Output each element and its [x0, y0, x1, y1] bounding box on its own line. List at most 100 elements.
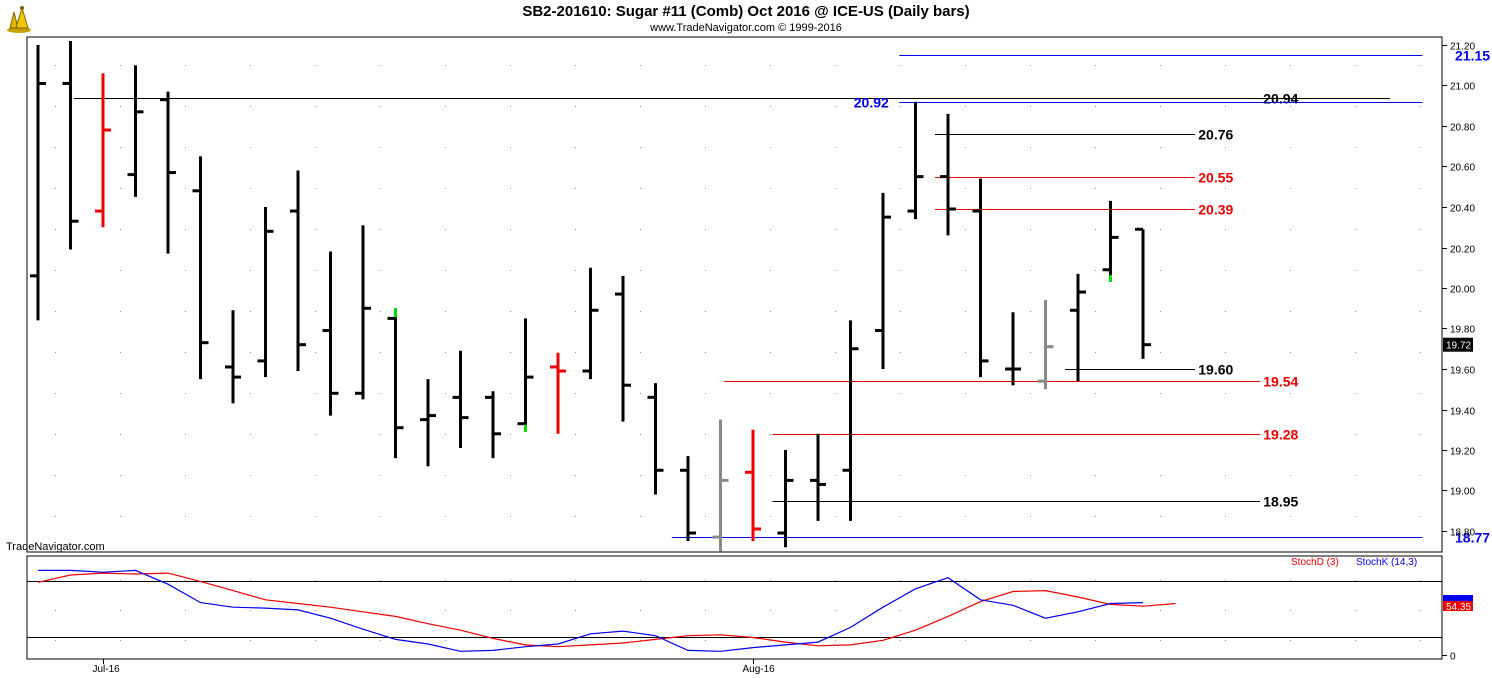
- grid-dot: [1355, 229, 1356, 230]
- grid-dot: [1420, 475, 1421, 476]
- grid-dot: [770, 475, 771, 476]
- grid-dot: [705, 65, 706, 66]
- grid-dot: [1420, 580, 1421, 581]
- grid-dot: [835, 229, 836, 230]
- stoch-legend-entry: StochD (3): [1291, 557, 1339, 568]
- grid-dot: [1225, 475, 1226, 476]
- grid-dot: [1160, 352, 1161, 353]
- grid-dot: [380, 393, 381, 394]
- grid-dot: [55, 352, 56, 353]
- grid-dot: [380, 434, 381, 435]
- grid-dot: [250, 147, 251, 148]
- grid-dot: [1355, 393, 1356, 394]
- grid-dot: [705, 393, 706, 394]
- grid-dot: [965, 393, 966, 394]
- grid-dot: [1420, 352, 1421, 353]
- grid-dot: [120, 640, 121, 641]
- grid-dot: [55, 65, 56, 66]
- grid-dot: [445, 188, 446, 189]
- grid-dot: [1030, 147, 1031, 148]
- grid-dot: [1160, 229, 1161, 230]
- grid-dot: [1355, 434, 1356, 435]
- grid-dot: [55, 434, 56, 435]
- grid-dot: [770, 352, 771, 353]
- grid-dot: [1095, 640, 1096, 641]
- grid-dot: [120, 147, 121, 148]
- grid-dots: [55, 65, 1421, 641]
- grid-dot: [705, 640, 706, 641]
- grid-dot: [510, 516, 511, 517]
- grid-dot: [185, 475, 186, 476]
- grid-dot: [250, 311, 251, 312]
- grid-dot: [55, 147, 56, 148]
- grid-dot: [185, 106, 186, 107]
- grid-dot: [1030, 65, 1031, 66]
- grid-dot: [705, 270, 706, 271]
- grid-dot: [250, 270, 251, 271]
- grid-dot: [120, 580, 121, 581]
- y-tick-label: 20.40: [1450, 204, 1475, 215]
- grid-dot: [120, 270, 121, 271]
- grid-dot: [1160, 516, 1161, 517]
- grid-dot: [1095, 516, 1096, 517]
- grid-dot: [900, 580, 901, 581]
- grid-dot: [1290, 270, 1291, 271]
- grid-dot: [705, 475, 706, 476]
- grid-dot: [510, 65, 511, 66]
- grid-dot: [1355, 580, 1356, 581]
- grid-dot: [445, 580, 446, 581]
- grid-dot: [640, 229, 641, 230]
- stoch-k-readout-box: [1443, 594, 1473, 602]
- grid-dot: [185, 229, 186, 230]
- grid-dot: [640, 434, 641, 435]
- grid-dot: [380, 352, 381, 353]
- grid-dot: [55, 475, 56, 476]
- grid-dot: [1095, 270, 1096, 271]
- grid-dot: [1420, 65, 1421, 66]
- grid-dot: [1420, 270, 1421, 271]
- grid-dot: [445, 229, 446, 230]
- grid-dot: [380, 188, 381, 189]
- grid-dot: [640, 188, 641, 189]
- grid-dot: [315, 147, 316, 148]
- grid-dot: [55, 229, 56, 230]
- stoch-d-readout-box: [1443, 600, 1473, 611]
- stoch-series-line: [37, 572, 1176, 648]
- grid-dot: [1160, 270, 1161, 271]
- grid-dot: [575, 610, 576, 611]
- grid-dot: [900, 640, 901, 641]
- grid-dot: [1355, 640, 1356, 641]
- grid-dot: [1420, 311, 1421, 312]
- grid-dot: [900, 393, 901, 394]
- grid-dot: [315, 352, 316, 353]
- stochastic-pane: StochD (3) StochK (14,3) 0 54.35: [27, 557, 1473, 663]
- level-label: 21.15: [1455, 48, 1490, 64]
- y-tick-label: 20.20: [1450, 245, 1475, 256]
- price-pane-frame: [26, 36, 1443, 553]
- grid-dot: [380, 65, 381, 66]
- grid-dot: [315, 65, 316, 66]
- grid-dot: [1095, 311, 1096, 312]
- grid-dot: [315, 106, 316, 107]
- y-tick-label: 19.20: [1450, 447, 1475, 458]
- grid-dot: [1225, 229, 1226, 230]
- grid-dot: [770, 311, 771, 312]
- grid-dot: [510, 270, 511, 271]
- grid-dot: [705, 188, 706, 189]
- grid-dot: [575, 311, 576, 312]
- grid-dot: [1290, 106, 1291, 107]
- level-label: 20.76: [1198, 127, 1233, 143]
- grid-dot: [965, 311, 966, 312]
- grid-dot: [835, 475, 836, 476]
- grid-dot: [315, 311, 316, 312]
- grid-dot: [1290, 640, 1291, 641]
- chart-subtitle: www.TradeNavigator.com © 1999-2016: [650, 22, 842, 34]
- grid-dot: [1355, 610, 1356, 611]
- grid-dot: [965, 475, 966, 476]
- grid-dot: [315, 229, 316, 230]
- grid-dot: [965, 516, 966, 517]
- grid-dot: [445, 106, 446, 107]
- grid-dot: [185, 434, 186, 435]
- grid-dot: [185, 580, 186, 581]
- grid-dot: [120, 393, 121, 394]
